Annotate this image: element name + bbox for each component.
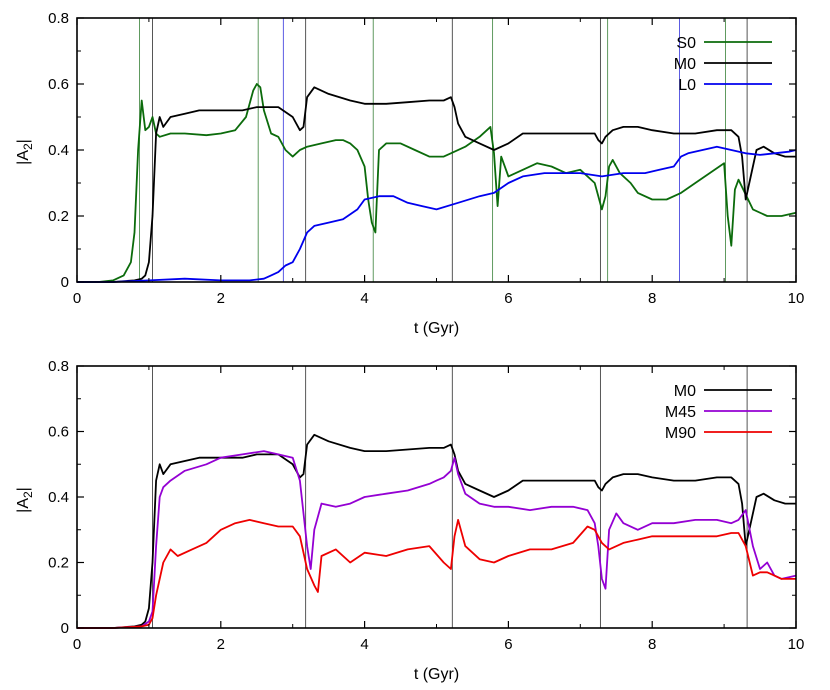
y-axis-label-end: | <box>15 139 32 143</box>
y-axis-label-sub: 2 <box>21 143 35 150</box>
legend-label-m0: M0 <box>674 56 696 73</box>
y-tick-label: 0.6 <box>48 76 69 93</box>
y-axis-label-end: | <box>15 487 32 491</box>
x-tick-label: 8 <box>648 636 656 653</box>
legend-label-m45: M45 <box>665 404 696 421</box>
x-tick-label: 6 <box>504 290 512 307</box>
x-axis-label: t (Gyr) <box>414 320 459 337</box>
series-line-m0 <box>77 86 796 283</box>
legend-label-l0: L0 <box>678 77 696 94</box>
y-axis-label: |A2| <box>15 487 35 513</box>
y-tick-label: 0.8 <box>48 358 69 375</box>
x-axis-label: t (Gyr) <box>414 666 459 683</box>
legend-label-m0: M0 <box>674 383 696 400</box>
x-tick-label: 2 <box>217 636 225 653</box>
x-tick-label: 10 <box>788 636 805 653</box>
y-tick-label: 0.4 <box>48 142 69 159</box>
series-line-m90 <box>77 519 796 629</box>
series-line-m45 <box>77 450 797 629</box>
x-tick-label: 0 <box>73 290 81 307</box>
y-axis-label: |A2| <box>15 139 35 165</box>
y-tick-label: 0.8 <box>48 10 69 27</box>
series-line-s0 <box>77 83 797 283</box>
y-axis-label-main: |A <box>15 150 32 165</box>
x-tick-label: 4 <box>360 636 368 653</box>
y-axis-label-main: |A <box>15 498 32 513</box>
series-line-l0 <box>77 145 797 283</box>
x-tick-label: 8 <box>648 290 656 307</box>
series-line-m0 <box>77 433 796 629</box>
x-tick-label: 0 <box>73 636 81 653</box>
x-tick-label: 10 <box>788 290 805 307</box>
legend-label-m90: M90 <box>665 425 696 442</box>
x-tick-label: 4 <box>360 290 368 307</box>
x-tick-label: 2 <box>217 290 225 307</box>
y-tick-label: 0.2 <box>48 555 69 572</box>
y-tick-label: 0.6 <box>48 424 69 441</box>
y-tick-label: 0.2 <box>48 208 69 225</box>
y-tick-label: 0 <box>61 274 69 291</box>
y-tick-label: 0.4 <box>48 489 69 506</box>
y-axis-label-sub: 2 <box>21 491 35 498</box>
y-tick-label: 0 <box>61 620 69 637</box>
x-tick-label: 6 <box>504 636 512 653</box>
legend-label-s0: S0 <box>676 35 696 52</box>
